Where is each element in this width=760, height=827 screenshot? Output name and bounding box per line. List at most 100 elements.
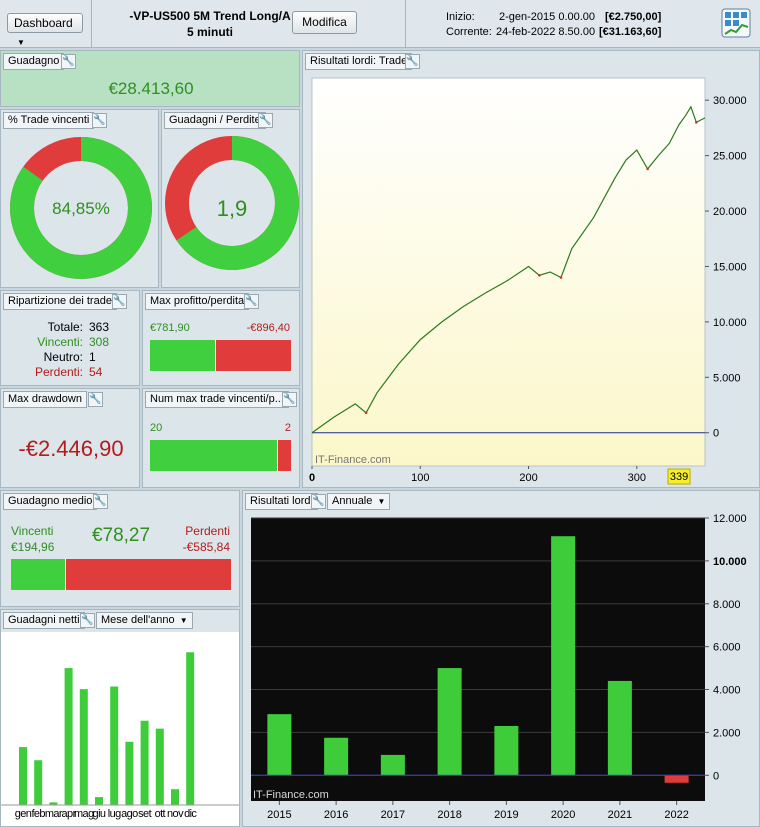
x-tick-label: 200 <box>519 472 537 484</box>
header-bar: Dashboard ▼ -VP-US500 5M Trend Long/A 5 … <box>0 0 760 48</box>
equity-point <box>538 274 541 277</box>
guadagni-netti-title: Guadagni netti <box>3 612 85 629</box>
x-tick-label: 2021 <box>608 809 632 821</box>
max-drawdown-panel: Max drawdown 🔧 -€2.446,90 <box>0 388 140 488</box>
trade-vincenti-title: % Trade vincenti <box>3 112 95 129</box>
monthly-bar <box>171 789 179 805</box>
guadagno-medio-loss-label: Perdenti <box>185 524 230 538</box>
num-max-trade-title: Num max trade vincenti/p... <box>145 391 289 408</box>
equity-point <box>364 411 368 415</box>
y-tick-label: 10.000 <box>713 317 747 329</box>
guadagni-perdite-panel: Guadagni / Perdite 🔧 1,9 <box>161 109 300 288</box>
ripartizione-loss-label: Perdenti: <box>34 365 83 379</box>
y-tick-label: 20.000 <box>713 206 747 218</box>
start-value: [€2.750,00] <box>605 11 662 23</box>
monthly-bar <box>49 802 58 805</box>
max-profitto-bar-fill <box>150 340 216 371</box>
chevron-down-icon: ▼ <box>17 38 25 47</box>
ripartizione-total-value: 363 <box>89 320 110 334</box>
current-date: 24-feb-2022 8.50.00 <box>496 26 596 38</box>
modify-button[interactable]: Modifica <box>292 11 357 34</box>
month-label: ago <box>121 808 138 820</box>
app-icon[interactable] <box>721 8 751 38</box>
month-label: nov <box>167 808 184 820</box>
current-value: [€31.163,60] <box>599 26 662 38</box>
wrench-icon[interactable]: 🔧 <box>244 294 259 309</box>
monthly-bar <box>186 652 195 805</box>
x-tick-label: 2019 <box>494 809 518 821</box>
max-profitto-bar <box>150 340 291 371</box>
monthly-bar <box>155 728 164 805</box>
annual-bar <box>551 536 576 776</box>
wrench-icon[interactable]: 🔧 <box>93 494 108 509</box>
annual-bar <box>437 668 462 776</box>
guadagni-netti-panel: Guadagni netti 🔧 Mese dell'anno ▼ gen feb… <box>0 609 240 827</box>
wrench-icon[interactable]: 🔧 <box>80 613 95 628</box>
ripartizione-neutral-value: 1 <box>89 350 96 364</box>
current-trade-label: 339 <box>670 471 688 483</box>
num-max-trade-bar <box>150 440 291 471</box>
dashboard-label: Dashboard <box>14 16 73 30</box>
y-tick-label: 5.000 <box>713 372 741 384</box>
trade-vincenti-donut <box>10 137 152 279</box>
month-dropdown-label: Mese dell'anno <box>101 614 175 626</box>
wrench-icon[interactable]: 🔧 <box>112 294 127 309</box>
x-tick-label: 2018 <box>437 809 461 821</box>
guadagni-perdite-value: 1,9 <box>216 196 248 221</box>
max-drawdown-title: Max drawdown <box>3 391 87 408</box>
y-tick-label: 2.000 <box>713 727 741 739</box>
y-tick-label: 15.000 <box>713 261 747 273</box>
y-tick-label: 8.000 <box>713 599 741 611</box>
month-label: mar <box>45 808 63 820</box>
max-drawdown-value: -€2.446,90 <box>18 436 124 461</box>
wrench-icon[interactable]: 🔧 <box>282 392 297 407</box>
wrench-icon[interactable]: 🔧 <box>258 113 273 128</box>
month-label: gen <box>15 808 32 820</box>
monthly-bar <box>34 760 43 805</box>
x-tick-label: 2022 <box>664 809 688 821</box>
x-tick-label: 300 <box>628 472 646 484</box>
x-tick-label: 2017 <box>381 809 405 821</box>
ripartizione-win-label: Vincenti: <box>37 335 83 349</box>
wrench-icon[interactable]: 🔧 <box>88 392 103 407</box>
ripartizione-loss-value: 54 <box>89 365 103 379</box>
annual-chart-title: Risultati lordi <box>245 493 318 510</box>
y-tick-label: 25.000 <box>713 151 747 163</box>
y-tick-label: 12.000 <box>713 513 747 525</box>
ripartizione-win-value: 308 <box>89 335 110 349</box>
guadagno-medio-win-label: Vincenti <box>11 524 54 538</box>
num-max-trade-losses: 2 <box>284 422 291 434</box>
wrench-icon[interactable]: 🔧 <box>92 113 107 128</box>
chevron-down-icon: ▼ <box>179 616 188 625</box>
ripartizione-panel: Ripartizione dei trade 🔧 Totale: 363 Vin… <box>0 290 140 386</box>
monthly-bar <box>19 747 27 805</box>
header-divider-2 <box>405 0 406 48</box>
guadagni-perdite-donut <box>165 136 299 270</box>
strategy-timeframe: 5 minuti <box>186 25 233 39</box>
dashboard-dropdown[interactable]: Dashboard ▼ <box>7 13 83 47</box>
month-label: giu <box>93 808 106 820</box>
period-dropdown[interactable]: Annuale ▼ <box>327 493 391 510</box>
annual-bar <box>380 754 405 776</box>
equity-point <box>646 167 649 171</box>
guadagno-medio-title: Guadagno medio <box>3 493 98 510</box>
x-tick-label: 100 <box>411 472 429 484</box>
guadagni-perdite-title: Guadagni / Perdite <box>164 112 266 129</box>
ripartizione-total-label: Totale: <box>47 320 83 334</box>
max-profitto-profit: €781,90 <box>150 322 190 334</box>
max-profitto-title: Max profitto/perdita <box>145 293 250 310</box>
wrench-icon[interactable]: 🔧 <box>61 54 76 69</box>
monthly-bar <box>140 720 149 805</box>
current-label: Corrente: <box>446 26 492 38</box>
wrench-icon[interactable]: 🔧 <box>405 54 420 69</box>
y-tick-label: 0 <box>713 428 719 440</box>
month-dropdown[interactable]: Mese dell'anno ▼ <box>96 612 193 629</box>
guadagno-medio-bar <box>11 559 231 590</box>
annual-bar <box>664 775 689 783</box>
month-label: mag <box>74 808 94 820</box>
y-tick-label: 30.000 <box>713 95 747 107</box>
month-label: ott <box>155 808 166 820</box>
monthly-bar <box>110 686 119 805</box>
wrench-icon[interactable]: 🔧 <box>311 494 326 509</box>
annual-bar <box>324 737 349 776</box>
